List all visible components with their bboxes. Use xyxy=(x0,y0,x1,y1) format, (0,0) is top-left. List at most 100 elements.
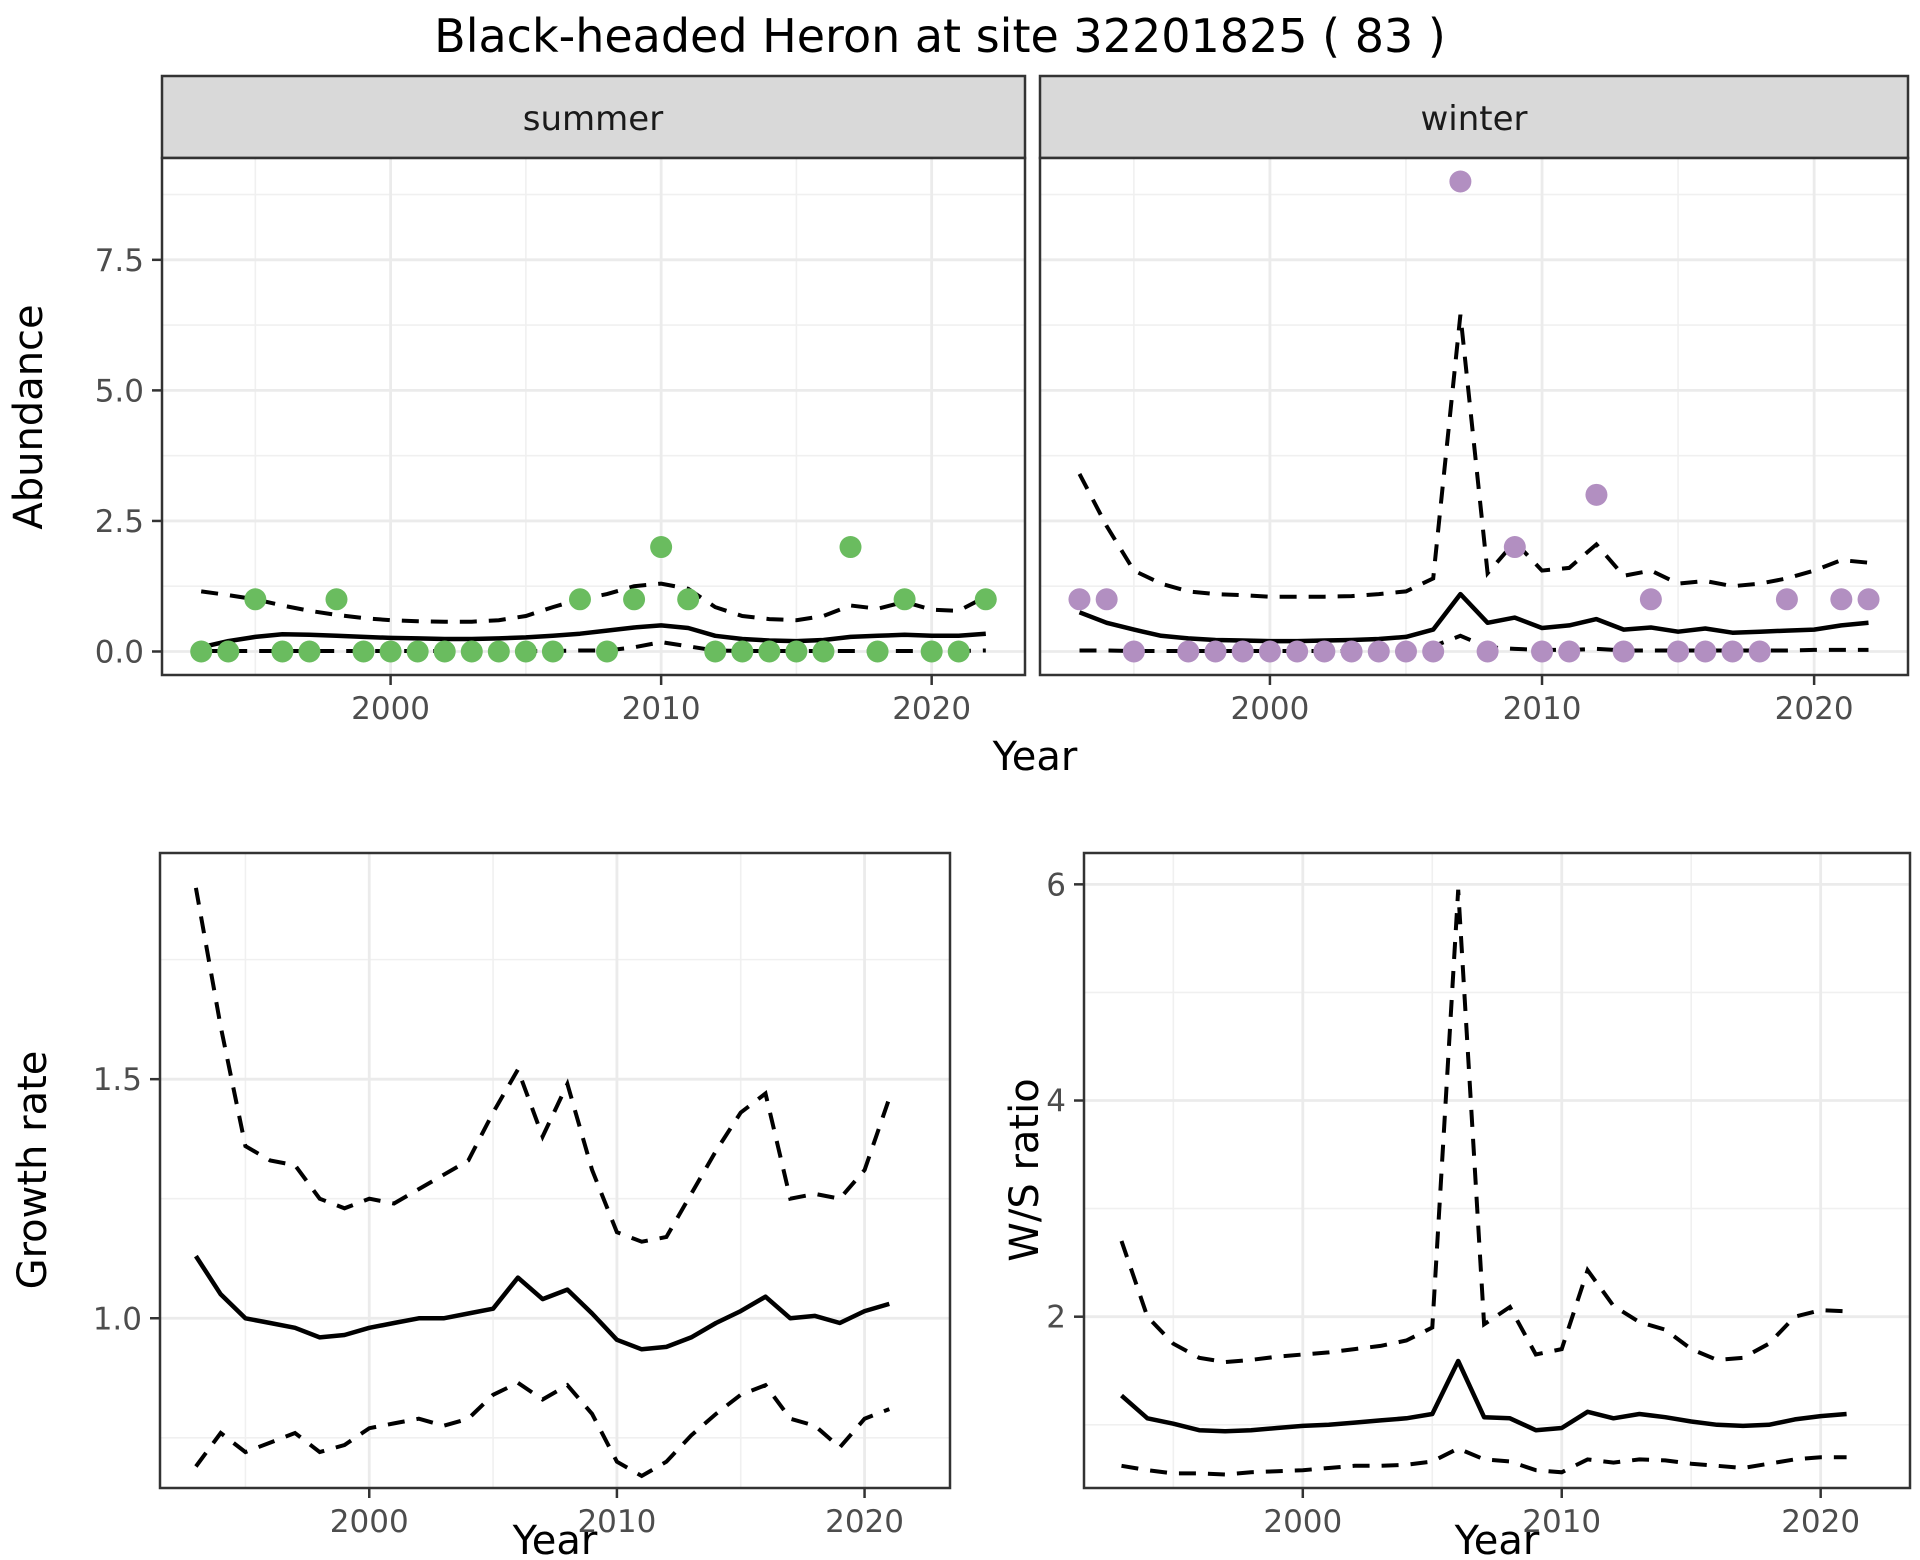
panel-background xyxy=(1040,158,1908,675)
data-point xyxy=(866,640,889,663)
x-axis-title-growth-rate: Year xyxy=(512,1518,598,1560)
data-point xyxy=(1830,588,1853,611)
panel-border xyxy=(158,851,952,1490)
y-tick-label: 4 xyxy=(1046,1084,1066,1120)
panel-border xyxy=(1082,851,1912,1490)
x-axis-title-abundance: Year xyxy=(992,734,1078,780)
panel-border xyxy=(1038,156,1910,677)
y-axis-title-ws-ratio: W/S ratio xyxy=(1002,1078,1048,1261)
y-tick-label: 2.5 xyxy=(95,504,144,540)
series-fitted_mean xyxy=(200,623,986,650)
data-point xyxy=(1667,640,1690,663)
data-point xyxy=(1258,640,1281,663)
series-upper_ci xyxy=(1077,314,1869,599)
facet-strip-summer xyxy=(160,74,1027,160)
series-ws_ratio_mean xyxy=(1120,1358,1847,1434)
y-tick-label: 5.0 xyxy=(95,373,144,409)
data-point xyxy=(1639,588,1662,611)
series-upper_ci xyxy=(1119,889,1847,1365)
series-lower_ci xyxy=(201,640,986,653)
series-lower_ci xyxy=(194,1380,891,1479)
data-point xyxy=(1531,640,1554,663)
data-point xyxy=(812,640,835,663)
data-point xyxy=(1095,588,1118,611)
data-point xyxy=(568,588,591,611)
data-point xyxy=(298,640,321,663)
x-tick-label: 2020 xyxy=(825,1504,904,1540)
data-point xyxy=(1503,536,1526,559)
data-point xyxy=(1857,588,1880,611)
chart-title: Black-headed Heron at site 32201825 ( 83… xyxy=(434,9,1446,63)
data-point xyxy=(785,640,808,663)
panel-background xyxy=(1084,853,1910,1488)
data-point xyxy=(1122,640,1145,663)
data-point xyxy=(1340,640,1363,663)
data-point xyxy=(1422,640,1445,663)
data-point xyxy=(596,640,619,663)
y-tick-label: 7.5 xyxy=(95,243,144,279)
data-point xyxy=(1721,640,1744,663)
x-tick-label: 2020 xyxy=(1775,691,1854,727)
data-point xyxy=(406,640,429,663)
data-point xyxy=(1558,640,1581,663)
data-point xyxy=(541,640,564,663)
x-tick-label: 2010 xyxy=(1503,691,1582,727)
x-tick-label: 2010 xyxy=(1522,1504,1601,1540)
data-point xyxy=(1068,588,1091,611)
data-point xyxy=(1694,640,1717,663)
data-point xyxy=(677,588,700,611)
data-point xyxy=(352,640,375,663)
x-tick-label: 2000 xyxy=(351,691,430,727)
data-point xyxy=(1204,640,1227,663)
data-point xyxy=(623,588,646,611)
data-point xyxy=(893,588,916,611)
data-point xyxy=(271,640,294,663)
data-point xyxy=(1748,640,1771,663)
data-point xyxy=(1313,640,1336,663)
y-tick-label: 0.0 xyxy=(95,635,144,671)
data-point xyxy=(514,640,537,663)
panel-ws-ratio: 2000 2010 2020 2 4 6 xyxy=(1046,851,1912,1540)
data-point xyxy=(1612,640,1635,663)
data-point xyxy=(650,536,673,559)
data-point xyxy=(1231,640,1254,663)
data-point xyxy=(1775,588,1798,611)
facet-strip-label-winter: winter xyxy=(1420,99,1527,139)
y-tick-label: 2 xyxy=(1046,1300,1066,1336)
x-tick-label: 2020 xyxy=(892,691,971,727)
panel-abundance-winter: 2000 2010 2020 xyxy=(1038,156,1910,727)
data-point xyxy=(731,640,754,663)
data-point xyxy=(1585,483,1608,506)
x-tick-label: 2010 xyxy=(622,691,701,727)
data-point xyxy=(974,588,997,611)
data-point xyxy=(190,640,213,663)
data-point xyxy=(1476,640,1499,663)
series-growth_rate_mean xyxy=(194,1254,890,1352)
data-point xyxy=(379,640,402,663)
panel-background xyxy=(162,158,1025,675)
panel-abundance-summer: 2000 2010 2020 0.0 2.5 5.0 7.5 xyxy=(95,156,1027,727)
data-point xyxy=(1177,640,1200,663)
data-point xyxy=(758,640,781,663)
panel-growth-rate: 2000 2010 2020 1.0 1.5 xyxy=(93,851,952,1540)
data-point xyxy=(487,640,510,663)
y-tick-label: 6 xyxy=(1046,867,1066,903)
x-tick-label: 2000 xyxy=(330,1504,409,1540)
y-tick-label: 1.0 xyxy=(93,1301,142,1337)
data-point xyxy=(460,640,483,663)
data-point xyxy=(325,588,348,611)
series-upper_ci xyxy=(200,581,987,624)
panel-border xyxy=(160,156,1027,677)
data-point xyxy=(920,640,943,663)
data-point xyxy=(1286,640,1309,663)
series-fitted_mean xyxy=(1078,591,1869,644)
x-tick-label: 2000 xyxy=(1263,1504,1342,1540)
data-point xyxy=(1367,640,1390,663)
x-axis-title-ws-ratio: Year xyxy=(1454,1518,1540,1560)
series-upper_ci xyxy=(193,887,892,1244)
data-point xyxy=(704,640,727,663)
data-point xyxy=(433,640,456,663)
data-point xyxy=(839,536,862,559)
